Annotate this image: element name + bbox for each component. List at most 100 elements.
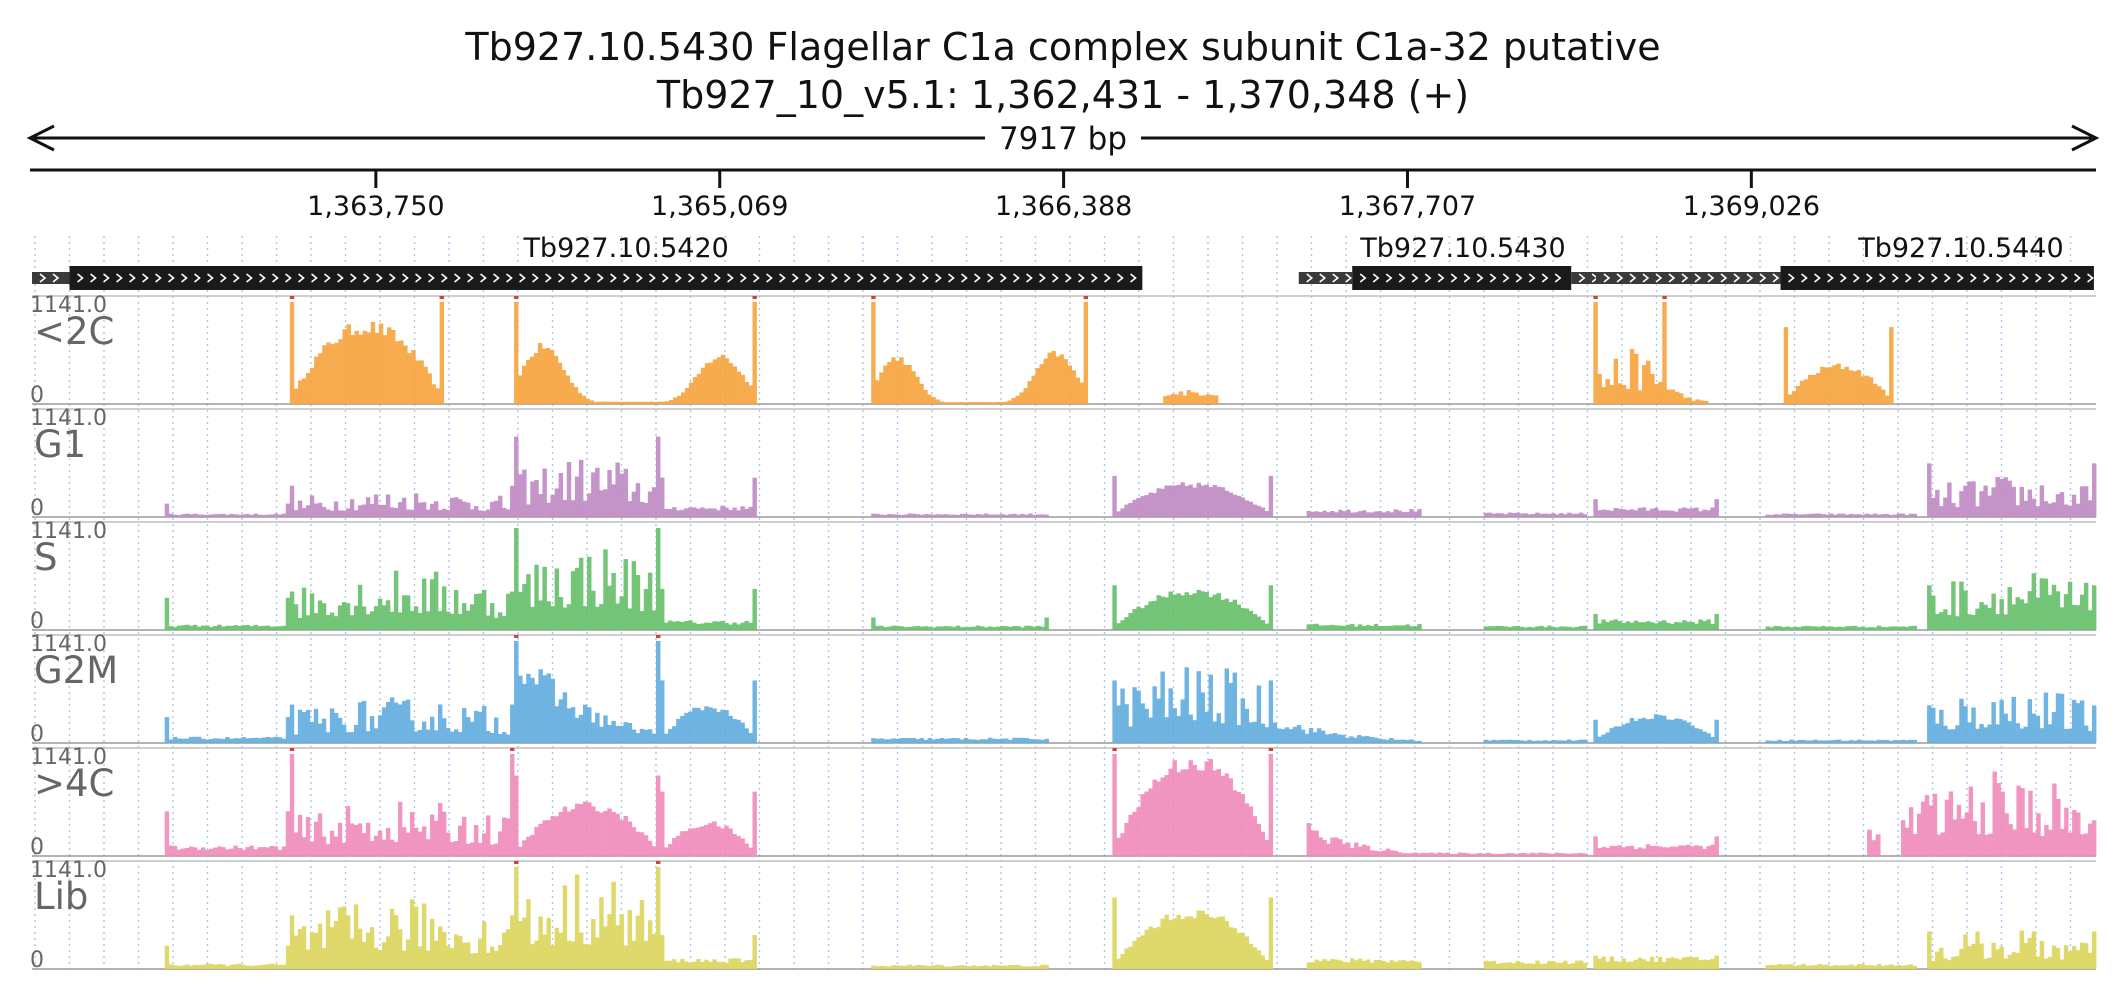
coverage-bar — [603, 489, 608, 517]
strand-chevron-icon — [792, 273, 799, 283]
strand-chevron-icon — [1398, 273, 1406, 283]
coverage-bar — [1983, 485, 1988, 517]
coverage-bar — [1417, 509, 1422, 517]
coverage-bar — [1260, 831, 1266, 856]
coverage-bar — [1789, 964, 1794, 969]
coverage-bar — [345, 915, 351, 969]
coverage-bar — [1809, 740, 1814, 743]
coverage-bar — [373, 494, 379, 517]
coverage-bar — [1511, 963, 1516, 969]
coverage-bar — [752, 588, 757, 630]
coverage-bar — [1498, 853, 1503, 856]
coverage-bar — [409, 899, 415, 969]
coverage-bar — [971, 514, 977, 517]
coverage-bar — [1967, 614, 1972, 630]
coverage-bar — [1653, 714, 1659, 743]
coverage-bar — [748, 847, 753, 856]
coverage-bar — [1531, 513, 1536, 517]
coverage-bar — [2087, 952, 2093, 969]
coverage-bar — [931, 965, 937, 969]
coverage-bar — [1582, 962, 1588, 969]
coverage-bar — [309, 593, 315, 630]
coverage-bar — [963, 402, 968, 404]
strand-chevron-icon — [1385, 273, 1393, 283]
strand-chevron-icon — [649, 273, 656, 283]
coverage-bar — [1699, 400, 1705, 404]
coverage-bar — [413, 827, 419, 856]
coverage-bar — [1405, 511, 1410, 517]
coverage-bar — [1264, 511, 1270, 517]
coverage-bar — [321, 718, 327, 743]
coverage-bar — [449, 613, 455, 630]
coverage-bar — [522, 583, 527, 630]
coverage-bar — [673, 397, 678, 404]
coverage-bar — [1180, 769, 1185, 856]
coverage-bar — [1000, 965, 1005, 969]
coverage-bar — [1192, 487, 1197, 517]
strand-chevron-icon — [324, 273, 331, 283]
coverage-bar — [1793, 626, 1798, 630]
strand-chevron-icon — [727, 273, 734, 283]
coverage-bar — [1971, 707, 1976, 743]
coverage-bar — [1176, 914, 1181, 969]
coverage-bar — [510, 754, 515, 856]
coverage-bar — [996, 514, 1001, 517]
coverage-bar — [385, 827, 391, 856]
coverage-bar — [1136, 606, 1141, 630]
coverage-bar — [1702, 621, 1707, 630]
coverage-bar — [1164, 914, 1169, 969]
coverage-bar — [996, 965, 1001, 969]
coverage-bar — [253, 737, 258, 743]
coverage-bar — [1160, 596, 1165, 630]
coverage-bar — [1188, 916, 1193, 969]
coverage-bar — [401, 595, 407, 630]
coverage-bar — [1393, 961, 1398, 969]
coverage-bar — [581, 395, 586, 404]
coverage-bar — [696, 827, 701, 856]
coverage-bar — [1260, 507, 1266, 517]
coverage-bar — [1670, 846, 1675, 856]
coverage-bar — [1641, 622, 1647, 630]
coverage-bar — [1864, 740, 1870, 743]
coverage-bar — [353, 510, 359, 517]
coverage-bar — [1845, 514, 1850, 517]
coverage-bar — [1605, 732, 1610, 743]
coverage-bar — [1044, 617, 1049, 630]
coverage-bar — [984, 739, 989, 743]
coverage-bar — [903, 738, 908, 743]
coverage-bar — [1140, 608, 1145, 630]
coverage-bar — [607, 914, 612, 969]
coverage-bar — [589, 400, 594, 404]
coverage-bar — [1028, 739, 1033, 743]
coverage-bar — [461, 816, 467, 856]
coverage-bar — [627, 821, 633, 856]
coverage-bar — [1393, 625, 1398, 630]
coverage-bar — [257, 626, 262, 630]
coverage-bar — [1330, 837, 1335, 856]
coverage-bar — [1703, 400, 1709, 404]
strand-chevron-icon — [610, 273, 617, 283]
coverage-bar — [1522, 852, 1527, 856]
coverage-bar — [217, 964, 222, 969]
coverage-bar — [875, 380, 880, 404]
coverage-bar — [748, 733, 753, 743]
strand-chevron-icon — [39, 273, 47, 283]
coverage-bar — [1236, 495, 1242, 517]
coverage-bar — [2019, 486, 2024, 517]
coverage-bar — [871, 617, 876, 630]
coverage-bar — [651, 733, 657, 743]
coverage-bar — [700, 507, 705, 517]
coverage-bar — [518, 675, 523, 743]
coverage-bar — [1256, 950, 1262, 969]
coverage-bar — [2083, 725, 2089, 743]
coverage-bar — [1036, 739, 1041, 743]
axis-tick-label: 1,366,388 — [995, 191, 1132, 222]
chart-title: Tb927.10.5430 Flagellar C1a complex subu… — [464, 25, 1660, 69]
coverage-bar — [871, 513, 876, 517]
coverage-bar — [1609, 728, 1614, 743]
strand-chevron-icon — [779, 273, 786, 283]
coverage-bar — [482, 833, 487, 856]
strand-chevron-icon — [1359, 273, 1367, 283]
coverage-bar — [341, 602, 347, 630]
coverage-bar — [1248, 610, 1254, 630]
